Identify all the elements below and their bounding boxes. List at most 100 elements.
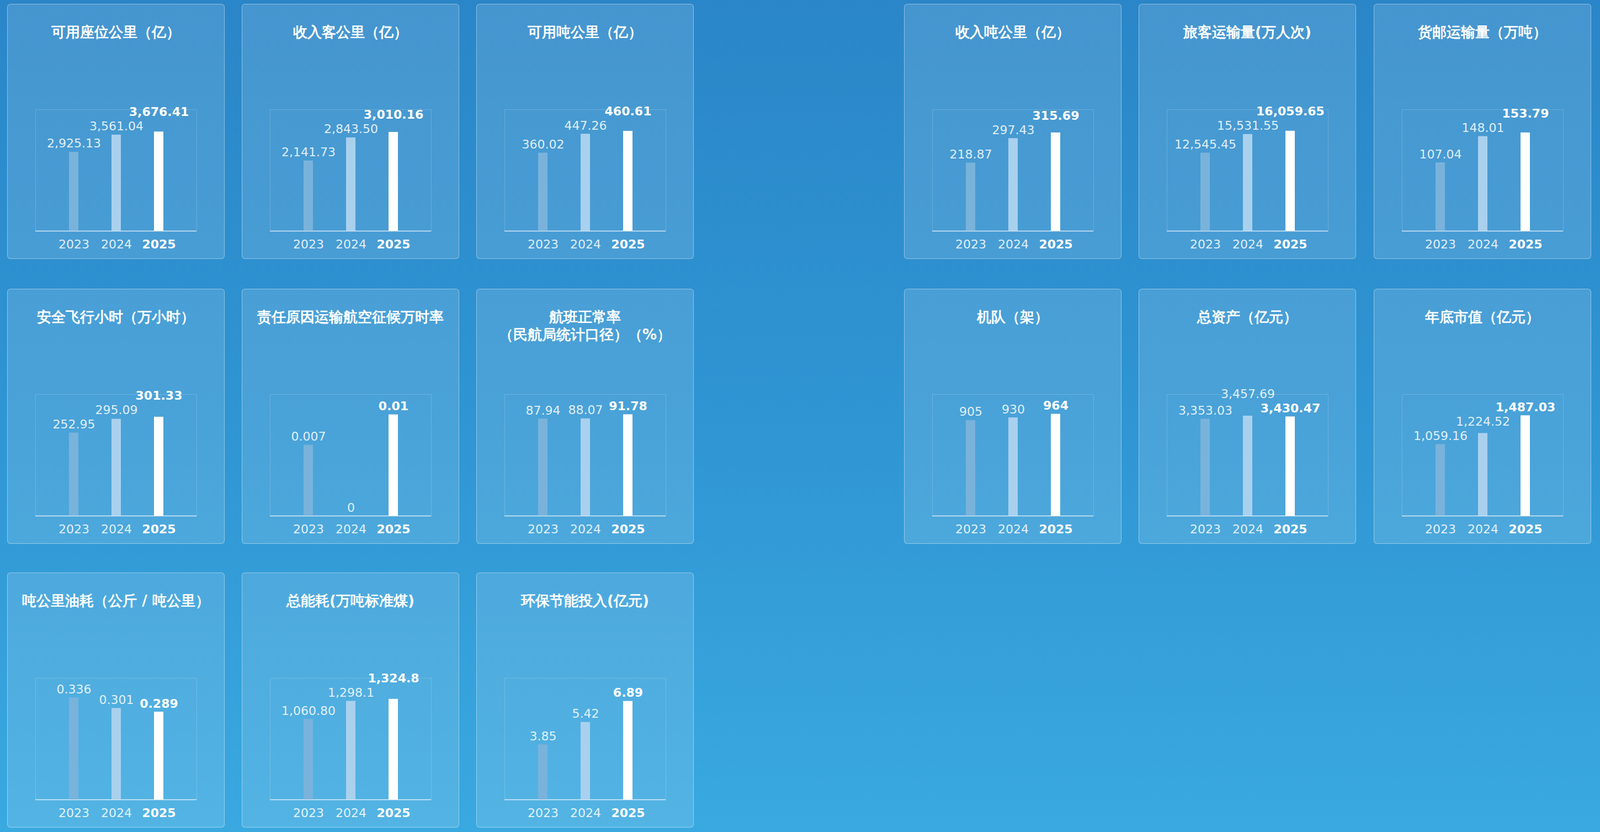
svg-text:2024: 2024 [570, 522, 602, 536]
svg-text:1,324.8: 1,324.8 [367, 671, 419, 685]
svg-text:3,676.41: 3,676.41 [129, 104, 190, 119]
svg-text:0.007: 0.007 [291, 429, 327, 444]
svg-text:1,060.80: 1,060.80 [281, 703, 336, 718]
svg-text:2023: 2023 [527, 805, 559, 820]
svg-text:2023: 2023 [293, 237, 324, 252]
svg-text:2,925.13: 2,925.13 [46, 136, 102, 151]
html-text:可用座位公里（亿）: 可用座位公里（亿） [51, 23, 181, 41]
svg-text:2024: 2024 [1232, 522, 1264, 536]
svg-text:2024: 2024 [1467, 237, 1499, 252]
html-text:航班正常率: 航班正常率 [549, 308, 621, 326]
html-text:机队（架）: 机队（架） [976, 308, 1049, 326]
svg-text:301.33: 301.33 [135, 388, 183, 403]
svg-text:2023: 2023 [527, 237, 559, 252]
svg-text:2023: 2023 [527, 522, 559, 536]
svg-text:1,059.16: 1,059.16 [1413, 428, 1468, 443]
svg-text:3,353.03: 3,353.03 [1178, 403, 1233, 418]
svg-text:2025: 2025 [610, 237, 645, 252]
svg-text:16,059.65: 16,059.65 [1256, 104, 1325, 119]
svg-text:0.301: 0.301 [99, 692, 135, 707]
svg-text:905: 905 [959, 404, 983, 419]
svg-text:148.01: 148.01 [1462, 120, 1505, 135]
svg-text:2025: 2025 [1508, 237, 1543, 252]
svg-text:2024: 2024 [997, 522, 1029, 536]
svg-text:2023: 2023 [58, 522, 90, 536]
svg-text:0.289: 0.289 [139, 696, 179, 711]
svg-text:2024: 2024 [1467, 522, 1499, 536]
svg-text:0.01: 0.01 [378, 399, 409, 413]
svg-text:360.02: 360.02 [522, 137, 565, 152]
svg-text:91.78: 91.78 [608, 399, 648, 413]
svg-text:2025: 2025 [1038, 237, 1073, 252]
svg-text:2025: 2025 [1508, 522, 1543, 536]
html-text:旅客运输量(万人次): 旅客运输量(万人次) [1183, 23, 1312, 41]
svg-text:218.87: 218.87 [949, 147, 993, 162]
svg-text:2024: 2024 [570, 237, 602, 252]
svg-text:2023: 2023 [1189, 522, 1221, 536]
svg-text:88.07: 88.07 [568, 402, 604, 417]
svg-text:3,561.04: 3,561.04 [89, 119, 144, 134]
svg-text:460.61: 460.61 [604, 104, 652, 119]
svg-text:3,430.47: 3,430.47 [1260, 401, 1321, 416]
html-text:可用吨公里（亿）: 可用吨公里（亿） [527, 23, 643, 41]
svg-text:2025: 2025 [610, 805, 645, 820]
html-text:收入客公里（亿）: 收入客公里（亿） [293, 23, 408, 41]
svg-text:252.95: 252.95 [52, 417, 96, 432]
svg-text:964: 964 [1043, 398, 1069, 413]
svg-text:2023: 2023 [58, 237, 90, 252]
svg-text:2025: 2025 [141, 522, 176, 536]
svg-text:2024: 2024 [101, 522, 132, 536]
svg-text:2024: 2024 [570, 805, 602, 820]
svg-text:2025: 2025 [1273, 237, 1307, 252]
svg-text:1,224.52: 1,224.52 [1455, 414, 1511, 429]
svg-text:2024: 2024 [101, 805, 132, 820]
svg-text:1,298.1: 1,298.1 [327, 685, 375, 700]
svg-text:2024: 2024 [335, 522, 367, 536]
html-text:安全飞行小时（万小时）: 安全飞行小时（万小时） [36, 308, 195, 326]
svg-text:2023: 2023 [1425, 237, 1456, 252]
svg-text:930: 930 [1001, 402, 1025, 417]
svg-text:447.26: 447.26 [564, 118, 608, 133]
svg-text:3,010.16: 3,010.16 [363, 107, 424, 122]
svg-text:2,843.50: 2,843.50 [323, 121, 379, 136]
svg-text:1,487.03: 1,487.03 [1495, 400, 1556, 414]
svg-text:2024: 2024 [101, 237, 132, 252]
svg-text:2023: 2023 [955, 522, 987, 536]
svg-text:315.69: 315.69 [1032, 108, 1080, 123]
svg-text:2025: 2025 [376, 805, 411, 820]
svg-text:87.94: 87.94 [525, 403, 561, 418]
svg-text:2024: 2024 [1232, 237, 1264, 252]
svg-text:2025: 2025 [376, 522, 411, 536]
svg-text:2024: 2024 [335, 237, 367, 252]
svg-text:0.336: 0.336 [56, 682, 92, 696]
svg-text:2023: 2023 [1189, 237, 1221, 252]
svg-text:2024: 2024 [335, 805, 367, 820]
svg-text:2023: 2023 [1425, 522, 1456, 536]
svg-text:2025: 2025 [610, 522, 645, 536]
svg-text:6.89: 6.89 [613, 685, 643, 700]
svg-text:2023: 2023 [293, 522, 324, 536]
svg-text:107.04: 107.04 [1419, 147, 1463, 162]
svg-text:2025: 2025 [141, 237, 176, 252]
svg-text:3.85: 3.85 [529, 729, 557, 743]
svg-text:2025: 2025 [141, 805, 176, 820]
svg-text:2023: 2023 [293, 805, 324, 820]
svg-text:2023: 2023 [58, 805, 90, 820]
html-text:责任原因运输航空征候万时率: 责任原因运输航空征候万时率 [257, 308, 444, 326]
svg-text:153.79: 153.79 [1502, 106, 1550, 121]
svg-text:2024: 2024 [997, 237, 1029, 252]
svg-text:0: 0 [347, 500, 355, 515]
svg-text:5.42: 5.42 [572, 706, 600, 721]
svg-text:2025: 2025 [376, 237, 411, 252]
svg-text:297.43: 297.43 [992, 123, 1035, 137]
svg-text:2025: 2025 [1273, 522, 1307, 536]
svg-text:295.09: 295.09 [95, 402, 138, 417]
svg-text:3,457.69: 3,457.69 [1220, 386, 1275, 401]
svg-text:2023: 2023 [955, 237, 987, 252]
svg-text:12,545.45: 12,545.45 [1174, 137, 1237, 152]
html-text:货邮运输量（万吨）: 货邮运输量（万吨） [1417, 23, 1548, 41]
html-text:收入吨公里（亿）: 收入吨公里（亿） [955, 23, 1071, 41]
svg-text:2,141.73: 2,141.73 [281, 145, 336, 159]
svg-text:15,531.55: 15,531.55 [1216, 118, 1279, 133]
svg-text:2025: 2025 [1038, 522, 1073, 536]
